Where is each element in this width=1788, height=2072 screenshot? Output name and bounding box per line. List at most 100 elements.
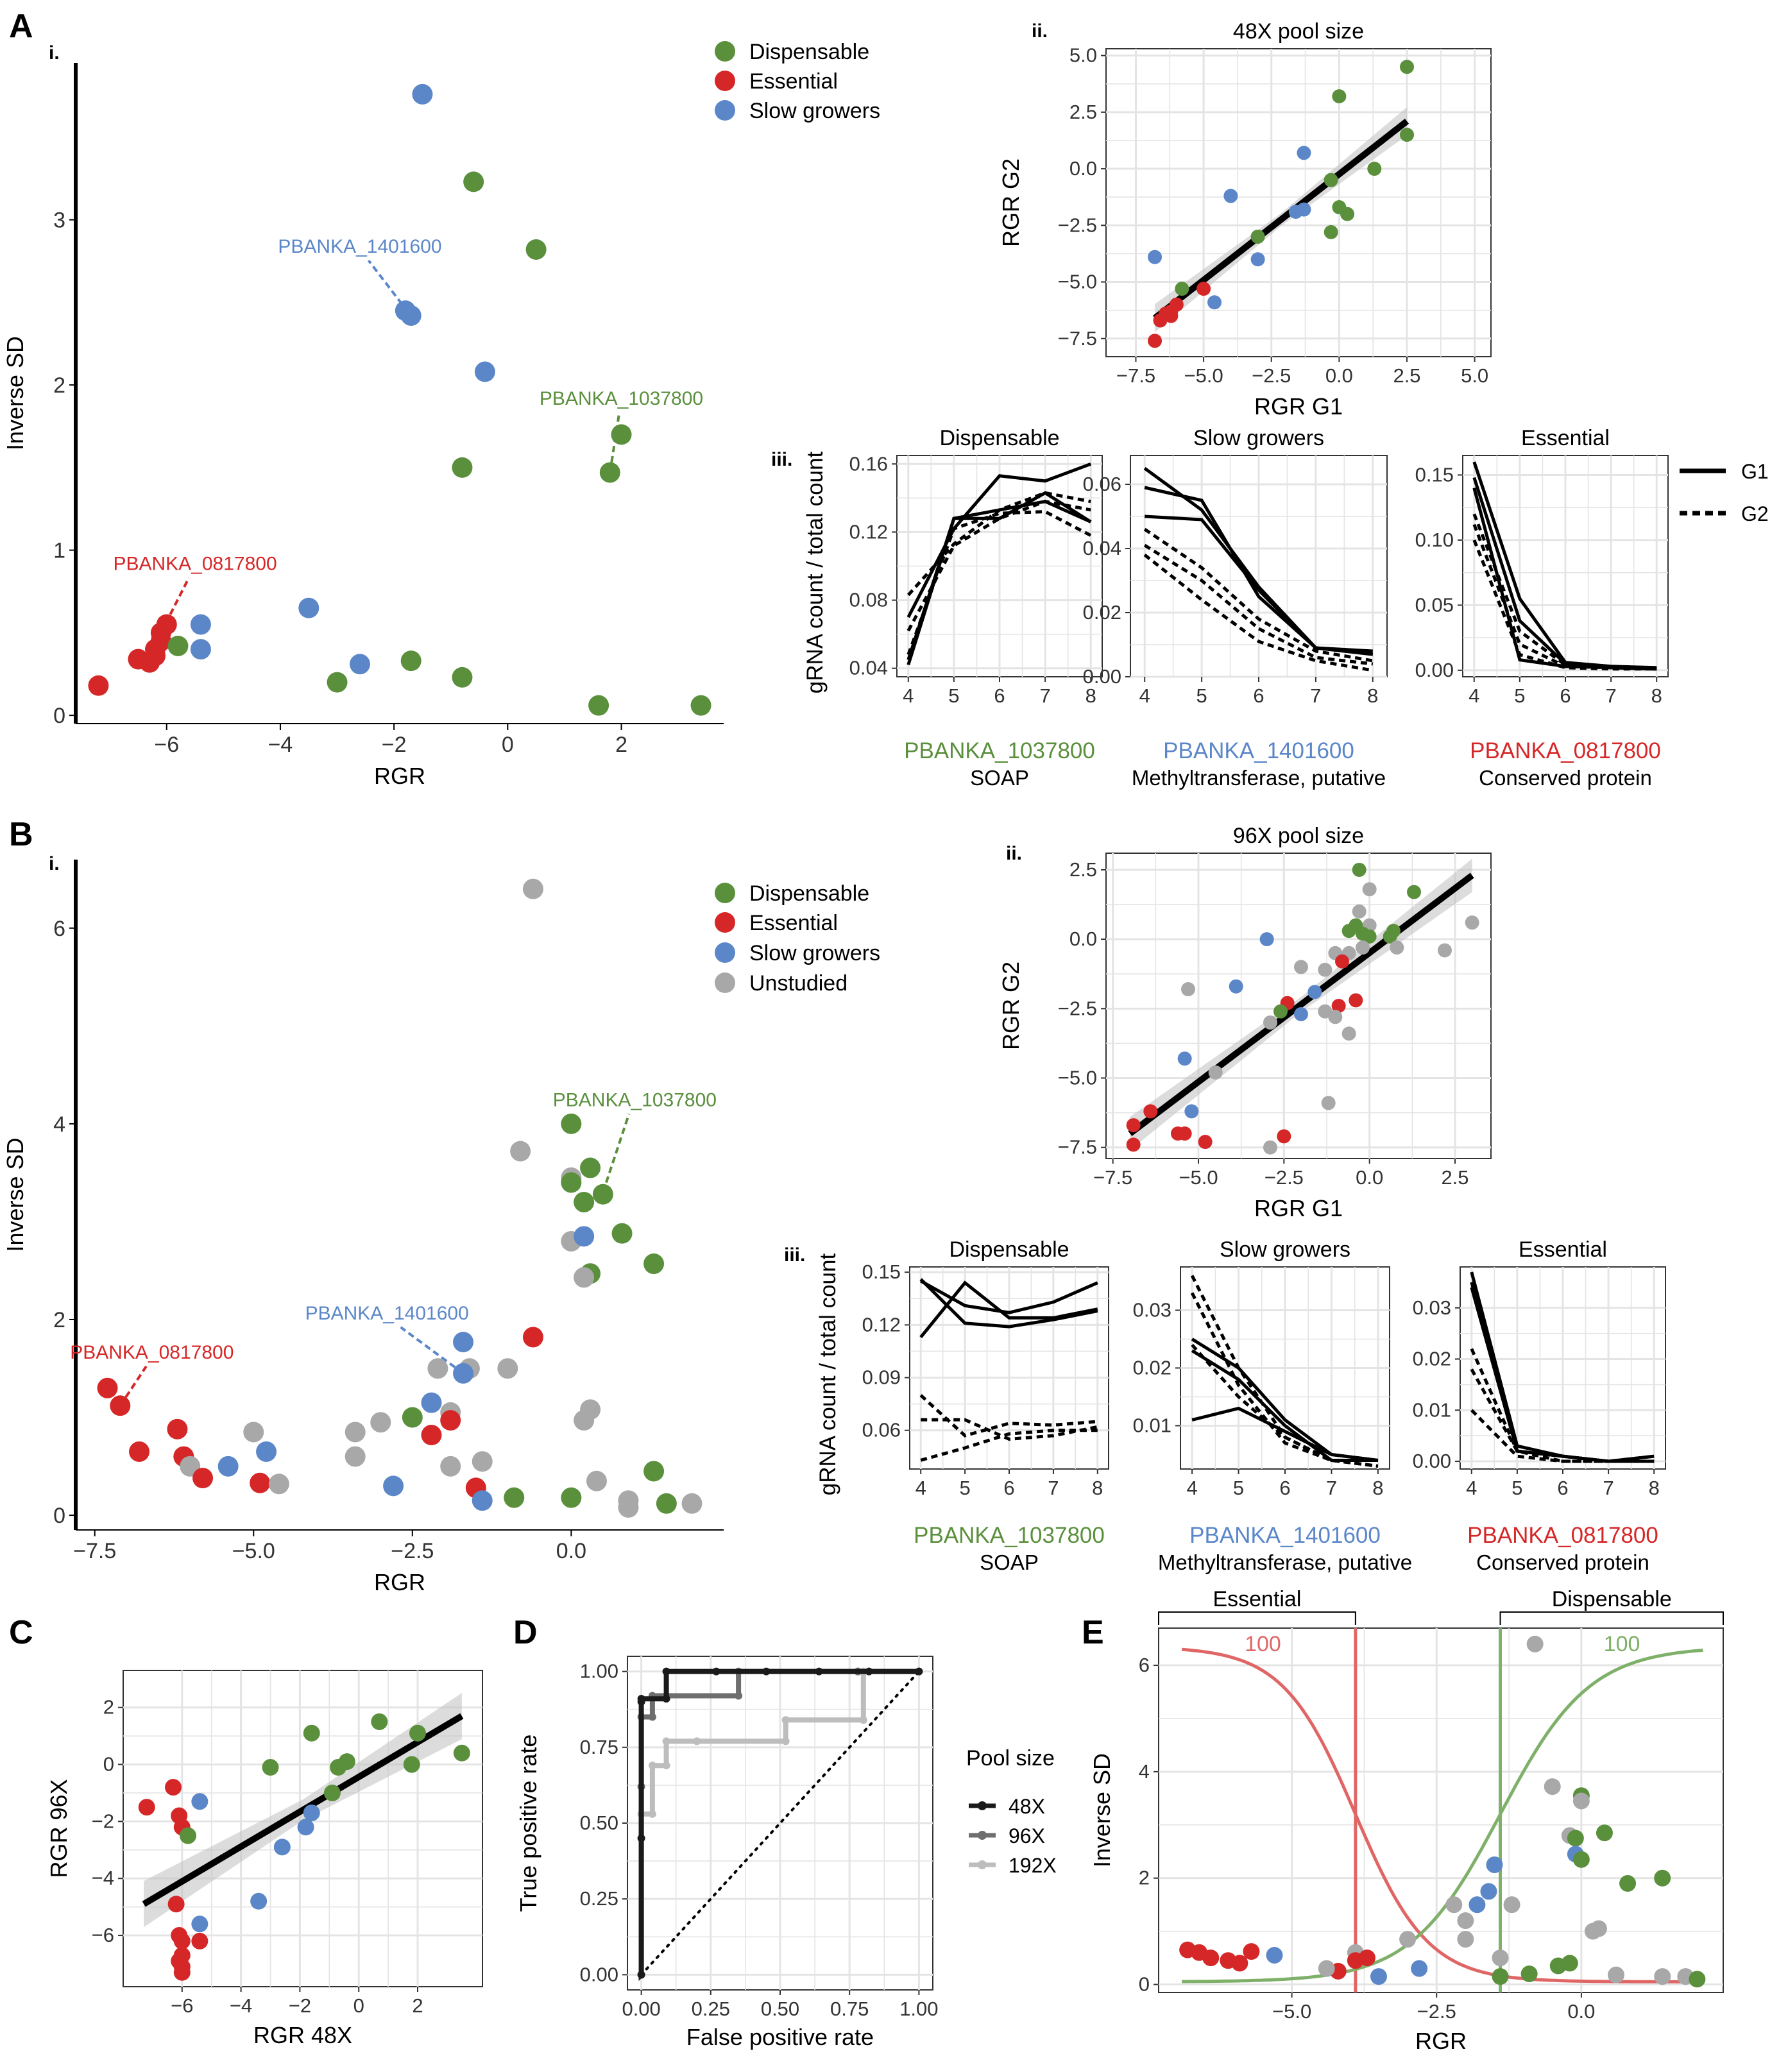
y-tick-label: 2 [103, 1696, 114, 1719]
data-point-essential [167, 1896, 185, 1913]
data-point-slow [1370, 1968, 1387, 1985]
data-point-dispensable [1572, 1851, 1590, 1868]
data-point-unstudied [1457, 1912, 1474, 1930]
chart-A-i: −6 −4 −2 0 2 0 1 2 3 RGR Inverse SD PBANKA_1401600 P… [2, 63, 724, 789]
y-tick-label: 0.0 [1069, 928, 1097, 950]
y-tick-label: 1 [53, 539, 65, 563]
facet-dispensable: 4 5 6 7 8 0.06 0.09 0.12 0.15 Dispensable PBANKA_1… [862, 1237, 1109, 1574]
data-point-dispensable [179, 1827, 196, 1844]
y-tick-label: 5.0 [1069, 44, 1097, 67]
y-tick-label: 0.12 [862, 1313, 901, 1336]
data-point-unstudied [472, 1451, 493, 1472]
gene-id-label: PBANKA_1401600 [1189, 1523, 1381, 1548]
data-point-dispensable [1492, 1968, 1509, 1985]
legend-B: Dispensable Essential Slow growers Unstu… [715, 881, 880, 996]
x-tick-label: 6 [1279, 1477, 1290, 1499]
y-tick-label: 0.05 [1415, 593, 1454, 616]
roc-point-48x [762, 1667, 771, 1676]
regression-line [1152, 119, 1409, 321]
line-series-g2 [1472, 539, 1657, 671]
y-tick-label: 0.25 [580, 1887, 618, 1910]
data-point-unstudied [1465, 915, 1479, 930]
y-tick-label: 1.00 [580, 1660, 618, 1683]
data-point-essential [192, 1468, 214, 1489]
line-series-g2 [1190, 1292, 1379, 1468]
data-point-dispensable [561, 1113, 582, 1134]
roc-point-48x [637, 1834, 645, 1842]
y-tick-label: 0.01 [1413, 1398, 1451, 1421]
line-series-g2 [1143, 554, 1374, 672]
annotation-label: PBANKA_1401600 [305, 1303, 469, 1324]
data-point-essential [1335, 954, 1349, 969]
x-tick-label: 0.00 [622, 1998, 660, 2020]
line-series-g2 [1143, 543, 1374, 666]
data-point-unstudied [370, 1412, 391, 1433]
y-axis-label: RGR 96X [46, 1779, 72, 1878]
data-point-slow [453, 1363, 474, 1384]
data-point-dispensable [1273, 1004, 1288, 1019]
roc-point-48x [662, 1695, 670, 1703]
y-tick-label: 4 [1139, 1760, 1150, 1783]
y-axis-label: True positive rate [515, 1735, 541, 1912]
gene-description-label: SOAP [970, 766, 1029, 790]
x-tick-label: 0.0 [1325, 364, 1353, 387]
panel-labels: A B C D E i. ii. iii. i. ii. iii. [9, 8, 1104, 1651]
roc-point-192x [781, 1737, 790, 1745]
y-tick-label: 0.02 [1133, 1357, 1171, 1379]
x-tick-label: −2.5 [1252, 364, 1291, 387]
data-point-dispensable [1362, 929, 1377, 944]
data-point-unstudied [1390, 940, 1404, 955]
legend-marker-dispensable [715, 883, 735, 903]
data-point-unstudied [1341, 1026, 1356, 1041]
data-point-unstudied [1263, 1140, 1277, 1155]
regression-line [1128, 872, 1474, 1137]
x-tick-label: −4 [230, 1994, 252, 2017]
annotation-label: PBANKA_0817800 [113, 554, 277, 575]
annotation-leader [119, 1365, 148, 1407]
y-tick-label: −6 [92, 1924, 114, 1946]
gene-description-label: Methyltransferase, putative [1158, 1550, 1412, 1574]
chart-E: −5.0 −2.5 0.0 0 2 4 6 RGR Inverse SD 100 100 Essent… [1089, 1587, 1724, 2054]
roc-point-48x [712, 1667, 720, 1676]
x-tick-label: 6 [1557, 1477, 1568, 1499]
x-tick-label: 8 [1086, 684, 1096, 707]
data-point-slow [1259, 932, 1274, 947]
data-point-slow [453, 1332, 474, 1353]
data-point-dispensable [611, 1223, 633, 1244]
data-point-unstudied [1318, 962, 1332, 977]
y-tick-label: 0.00 [1413, 1450, 1451, 1472]
line-series-g2 [907, 510, 1092, 656]
y-tick-label: 2 [1139, 1867, 1150, 1889]
chart-title: 96X pool size [1233, 824, 1364, 848]
data-point-dispensable [561, 1487, 582, 1508]
x-tick-label: 2.5 [1393, 364, 1420, 387]
data-point-unstudied [1181, 982, 1195, 997]
x-tick-label: 7 [1048, 1477, 1059, 1499]
x-tick-label: 7 [1605, 684, 1616, 707]
data-point-unstudied [1503, 1896, 1520, 1914]
data-point-unstudied [1572, 1792, 1590, 1810]
data-point-essential [167, 1418, 188, 1439]
data-point-dispensable [262, 1759, 279, 1776]
data-point-essential [1331, 999, 1346, 1013]
data-point-slow [349, 654, 370, 675]
subpanel-label-Bii: ii. [1006, 843, 1022, 864]
y-tick-label: 0 [103, 1753, 114, 1776]
data-point-dispensable [1383, 929, 1397, 944]
gene-id-label: PBANKA_0817800 [1467, 1523, 1658, 1548]
roc-point-192x [662, 1737, 670, 1745]
legend-pool-size: Pool size 48X 96X 192X [966, 1746, 1057, 1877]
x-tick-label: 4 [915, 1477, 926, 1499]
data-point-essential [1126, 1137, 1141, 1152]
legend-label-g2: G2 [1741, 502, 1769, 525]
y-tick-label: 0.01 [1133, 1414, 1171, 1437]
data-point-slow [383, 1475, 404, 1497]
x-tick-label: 0.25 [692, 1998, 730, 2020]
line-series-g2 [921, 1418, 1098, 1441]
x-tick-label: −2.5 [1264, 1166, 1304, 1189]
data-point-unstudied [1445, 1896, 1463, 1914]
data-point-dispensable [327, 672, 348, 693]
facet-strip-title: Dispensable [949, 1237, 1069, 1262]
chart-A-iii: 4 5 6 7 8 0.04 0.08 0.12 0.16 Dispensable PBANKA_1… [803, 426, 1669, 790]
y-tick-label: 6 [53, 917, 65, 941]
